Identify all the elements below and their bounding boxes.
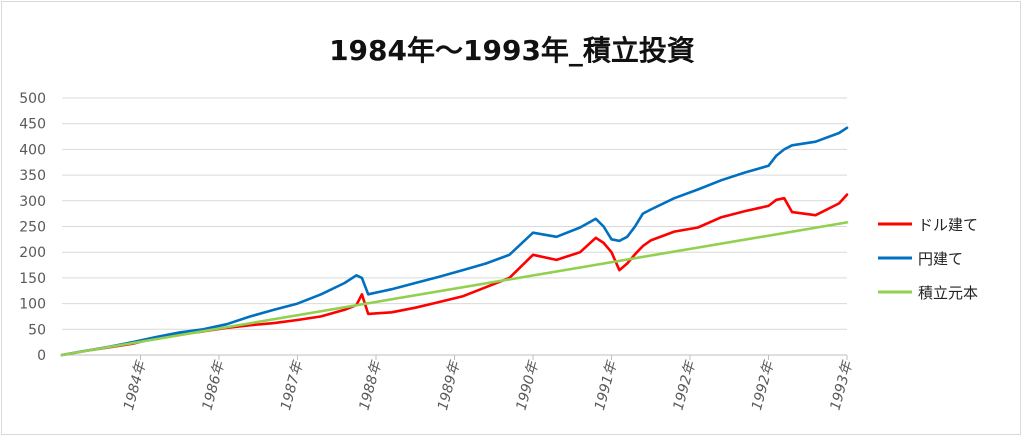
y-tick-label: 450 bbox=[19, 117, 46, 133]
x-tick-label: 1991年 bbox=[592, 358, 621, 412]
x-tick-label: 1986年 bbox=[200, 358, 229, 412]
chart-title: 1984年～1993年_積立投資 bbox=[329, 34, 695, 67]
series-lines bbox=[60, 126, 849, 357]
x-tick-label: 1987年 bbox=[278, 358, 307, 412]
x-tick-label: 1984年 bbox=[121, 358, 150, 412]
y-tick-label: 400 bbox=[19, 142, 46, 158]
gridlines bbox=[62, 97, 847, 330]
x-tick-label: 1992年 bbox=[749, 358, 778, 412]
x-axis-ticks: 1984年 1986年 1987年 1988年 1989年 1990年 1991年 1992年… bbox=[121, 355, 856, 412]
y-tick-label: 500 bbox=[19, 91, 46, 107]
x-tick-label: 1993年 bbox=[828, 358, 857, 412]
x-tick-label: 1989年 bbox=[435, 358, 464, 412]
y-tick-label: 250 bbox=[19, 220, 46, 236]
x-tick-label: 1990年 bbox=[514, 358, 543, 412]
legend-label: 積立元本 bbox=[918, 284, 978, 302]
series-line-1 bbox=[60, 126, 849, 357]
x-tick-label: 1988年 bbox=[357, 358, 386, 412]
series-line-0 bbox=[60, 193, 849, 357]
y-tick-label: 300 bbox=[19, 194, 46, 210]
x-tick-label: 1992年 bbox=[671, 358, 700, 412]
legend-label: 円建て bbox=[918, 250, 963, 268]
legend-label: ドル建て bbox=[918, 216, 978, 234]
y-tick-label: 200 bbox=[19, 245, 46, 261]
y-axis-ticks: 0 50 100 150 200 250 300 350 400 450 500 bbox=[19, 91, 46, 364]
y-tick-label: 50 bbox=[28, 322, 46, 338]
y-tick-label: 0 bbox=[37, 348, 46, 364]
y-tick-label: 150 bbox=[19, 271, 46, 287]
series-line-2 bbox=[60, 221, 849, 357]
y-tick-label: 100 bbox=[19, 297, 46, 313]
y-tick-label: 350 bbox=[19, 168, 46, 184]
